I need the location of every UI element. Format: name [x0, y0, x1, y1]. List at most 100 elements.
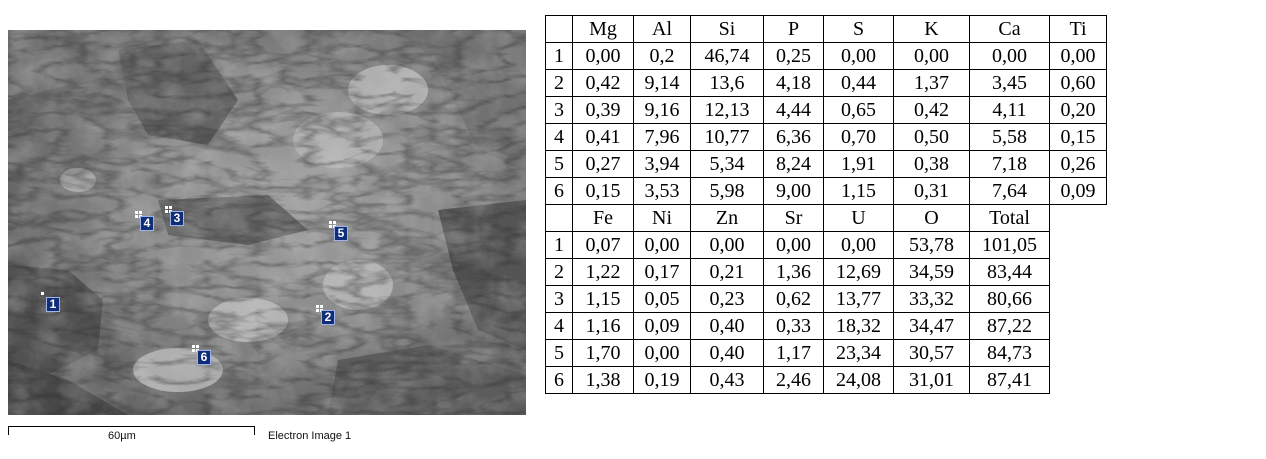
table-cell: 9,14 [633, 69, 691, 97]
table-cell: 0,41 [572, 123, 634, 151]
table-cell: 12,13 [690, 96, 764, 124]
empty-cell [1050, 259, 1107, 286]
table-row: 3 1,15 0,05 0,23 0,62 13,77 33,32 80,66 [545, 285, 1107, 313]
table-cell: 80,66 [969, 285, 1050, 313]
table-cell: 8,24 [763, 150, 824, 178]
table-cell: 1,15 [823, 177, 894, 205]
table-cell: 0,65 [823, 96, 894, 124]
table-cell: 1,16 [572, 312, 634, 340]
table-cell: 0,33 [763, 312, 824, 340]
row-id: 4 [545, 123, 573, 151]
table-cell: 0,00 [823, 42, 894, 70]
empty-cell [1050, 286, 1107, 313]
table-cell: 87,41 [969, 366, 1050, 394]
row-id: 2 [545, 258, 573, 286]
table-cell: 0,27 [572, 150, 634, 178]
table-cell: 0,00 [572, 42, 634, 70]
table-cell: 0,42 [893, 96, 970, 124]
table-row: 3 0,39 9,16 12,13 4,44 0,65 0,42 4,11 0,… [545, 96, 1107, 124]
table-cell: 31,01 [893, 366, 970, 394]
header-corner [545, 204, 573, 232]
table-cell: 0,07 [572, 231, 634, 259]
table-row: 1 0,07 0,00 0,00 0,00 0,00 53,78 101,05 [545, 231, 1107, 259]
table-cell: 12,69 [823, 258, 894, 286]
table-row: 2 0,42 9,14 13,6 4,18 0,44 1,37 3,45 0,6… [545, 69, 1107, 97]
table-cell: 4,18 [763, 69, 824, 97]
row-id: 4 [545, 312, 573, 340]
table-cell: 0,31 [893, 177, 970, 205]
composition-table: Mg Al Si P S K Ca Ti 1 0,00 0,2 46,74 0,… [545, 15, 1107, 394]
table-cell: 83,44 [969, 258, 1050, 286]
table-cell: 0,70 [823, 123, 894, 151]
table-cell: 3,53 [633, 177, 691, 205]
column-header: Si [690, 15, 764, 43]
table-cell: 0,43 [690, 366, 764, 394]
column-header: Fe [572, 204, 634, 232]
table-cell: 1,91 [823, 150, 894, 178]
table-row: 5 1,70 0,00 0,40 1,17 23,34 30,57 84,73 [545, 339, 1107, 367]
table-cell: 5,98 [690, 177, 764, 205]
table-cell: 0,25 [763, 42, 824, 70]
column-header: K [893, 15, 970, 43]
table-cell: 0,09 [633, 312, 691, 340]
table-cell: 6,36 [763, 123, 824, 151]
table-cell: 0,00 [893, 42, 970, 70]
table-cell: 0,26 [1049, 150, 1107, 178]
table-row: 4 1,16 0,09 0,40 0,33 18,32 34,47 87,22 [545, 312, 1107, 340]
table-row: 4 0,41 7,96 10,77 6,36 0,70 0,50 5,58 0,… [545, 123, 1107, 151]
table-header-row: Fe Ni Zn Sr U O Total [545, 204, 1107, 232]
column-header: U [823, 204, 894, 232]
column-header: Zn [690, 204, 764, 232]
table-cell: 0,50 [893, 123, 970, 151]
table-cell: 3,94 [633, 150, 691, 178]
scale-label: 60µm [108, 430, 136, 442]
row-id: 2 [545, 69, 573, 97]
table-cell: 34,59 [893, 258, 970, 286]
table-cell: 0,19 [633, 366, 691, 394]
marker-3-label: 3 [170, 211, 184, 226]
table-cell: 7,96 [633, 123, 691, 151]
marker-6-label: 6 [197, 350, 211, 365]
marker-2-label: 2 [321, 310, 335, 325]
header-corner [545, 15, 573, 43]
column-header: Ti [1049, 15, 1107, 43]
table-cell: 101,05 [969, 231, 1050, 259]
table-cell: 9,00 [763, 177, 824, 205]
empty-cell [1050, 367, 1107, 394]
table-cell: 0,17 [633, 258, 691, 286]
row-id: 5 [545, 150, 573, 178]
table-cell: 0,15 [1049, 123, 1107, 151]
table-cell: 0,00 [633, 231, 691, 259]
table-row: 2 1,22 0,17 0,21 1,36 12,69 34,59 83,44 [545, 258, 1107, 286]
empty-cell [1050, 313, 1107, 340]
table-cell: 9,16 [633, 96, 691, 124]
column-header: P [763, 15, 824, 43]
row-id: 6 [545, 177, 573, 205]
table-cell: 84,73 [969, 339, 1050, 367]
table-cell: 4,11 [969, 96, 1050, 124]
table-cell: 0,60 [1049, 69, 1107, 97]
table-cell: 23,34 [823, 339, 894, 367]
column-header: O [893, 204, 970, 232]
marker-1-label: 1 [46, 297, 60, 312]
table-cell: 33,32 [893, 285, 970, 313]
table-cell: 87,22 [969, 312, 1050, 340]
table-cell: 18,32 [823, 312, 894, 340]
scale-bar [8, 426, 255, 435]
table-cell: 0,2 [633, 42, 691, 70]
table-cell: 0,44 [823, 69, 894, 97]
table-row: 6 0,15 3,53 5,98 9,00 1,15 0,31 7,64 0,0… [545, 177, 1107, 205]
table-cell: 24,08 [823, 366, 894, 394]
column-header: Al [633, 15, 691, 43]
row-id: 1 [545, 42, 573, 70]
table-cell: 7,18 [969, 150, 1050, 178]
row-id: 1 [545, 231, 573, 259]
sem-micrograph [8, 30, 526, 415]
marker-4-label: 4 [140, 216, 154, 231]
table-cell: 13,77 [823, 285, 894, 313]
table-cell: 1,22 [572, 258, 634, 286]
table-cell: 0,38 [893, 150, 970, 178]
table-cell: 0,21 [690, 258, 764, 286]
table-cell: 0,20 [1049, 96, 1107, 124]
table-cell: 7,64 [969, 177, 1050, 205]
